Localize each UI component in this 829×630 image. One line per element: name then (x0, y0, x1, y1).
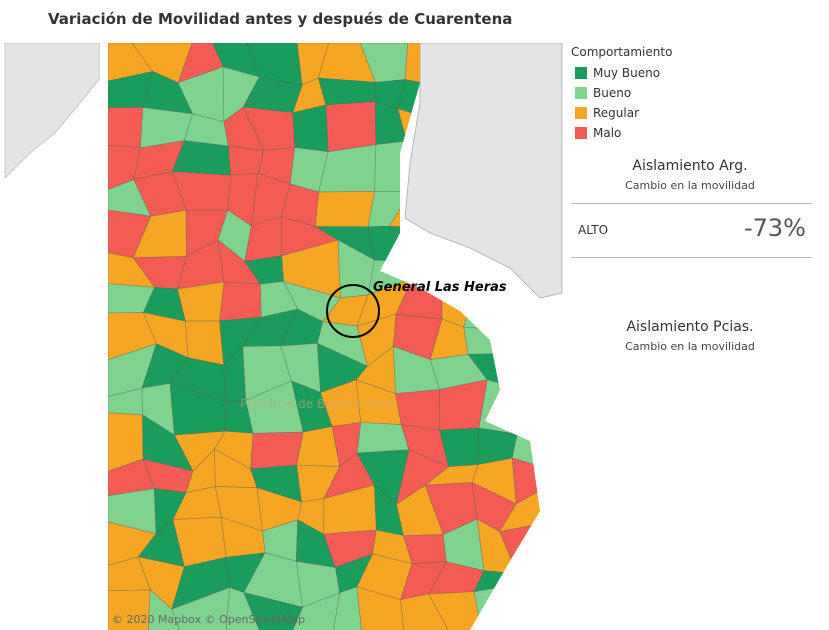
divider (571, 257, 812, 258)
district (108, 107, 144, 149)
highlight-circle (326, 284, 380, 338)
district (332, 586, 363, 630)
district (243, 592, 304, 630)
district (291, 592, 341, 630)
district (428, 591, 482, 630)
annotation: General Las Heras (373, 280, 507, 295)
legend-title: Comportamiento (571, 45, 673, 59)
region-label: Provincia de Buenos Aires (240, 397, 395, 411)
district (314, 191, 375, 228)
district (317, 77, 376, 106)
district (292, 104, 329, 153)
kpi-row-label: ALTO (578, 223, 609, 237)
legend-swatch (575, 127, 587, 139)
district (171, 587, 231, 630)
legend-item[interactable]: Malo (571, 123, 672, 143)
district (147, 589, 181, 630)
district (108, 589, 151, 630)
district (225, 587, 261, 630)
district (356, 422, 410, 454)
legend-item[interactable]: Bueno (571, 83, 672, 103)
district (219, 281, 262, 322)
legend: Comportamiento Muy Bueno Bueno Regular Malo (571, 45, 672, 143)
legend-swatch (575, 107, 587, 119)
title: Variación de Movilidad antes y después d… (48, 10, 513, 28)
map: Provincia de Buenos Aires General Las He… (4, 43, 563, 630)
kpi-title: Aislamiento Pcias. (626, 319, 754, 335)
divider (571, 203, 812, 204)
legend-label: Bueno (593, 86, 632, 100)
district (325, 101, 377, 153)
attribution: © 2020 Mapbox © OpenStreetMap (112, 613, 305, 626)
legend-label: Regular (593, 106, 640, 120)
legend-swatch (575, 67, 587, 79)
district (177, 281, 225, 322)
district (356, 586, 405, 630)
kpi-subtitle: Cambio en la movilidad (625, 340, 755, 353)
kpi-title: Aislamiento Arg. (632, 158, 748, 174)
district (400, 593, 451, 630)
legend-label: Malo (593, 126, 622, 140)
kpi-subtitle: Cambio en la movilidad (625, 179, 755, 192)
district (395, 389, 441, 431)
district (250, 431, 304, 470)
legend-item[interactable]: Muy Bueno (571, 63, 672, 83)
legend-swatch (575, 87, 587, 99)
legend-item[interactable]: Regular (571, 103, 672, 123)
kpi-value: -73% (743, 214, 806, 242)
legend-label: Muy Bueno (593, 66, 661, 80)
